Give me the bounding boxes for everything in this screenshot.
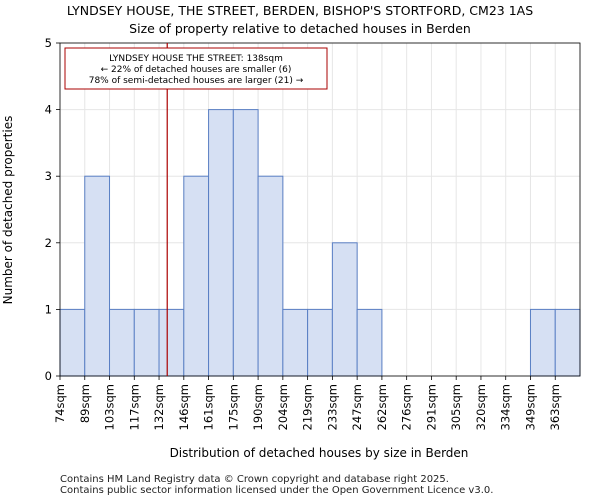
x-tick-label: 204sqm <box>276 384 290 430</box>
chart-title: LYNDSEY HOUSE, THE STREET, BERDEN, BISHO… <box>67 3 533 18</box>
y-tick-label: 3 <box>45 169 52 183</box>
bar-103sqm <box>109 308 135 377</box>
bar-89sqm <box>84 175 111 377</box>
y-tick-label: 2 <box>45 236 52 250</box>
bar-190sqm <box>257 175 284 377</box>
y-tick-label: 4 <box>45 103 52 117</box>
annotation-line-1: LYNDSEY HOUSE THE STREET: 138sqm <box>109 54 283 64</box>
x-tick-label: 117sqm <box>127 384 141 430</box>
y-tick-label: 5 <box>45 36 52 50</box>
x-tick-label: 132sqm <box>152 384 166 430</box>
y-axis-label: Number of detached properties <box>1 116 15 305</box>
annotation-box <box>64 47 328 90</box>
x-tick-label: 276sqm <box>400 384 414 430</box>
bar-146sqm <box>183 175 210 377</box>
x-tick-label: 74sqm <box>53 384 67 423</box>
bar-349sqm <box>529 308 556 377</box>
x-tick-label: 305sqm <box>449 384 463 430</box>
bar-363sqm <box>554 308 581 377</box>
x-tick-label: 349sqm <box>523 384 537 430</box>
annotation-line-2: ← 22% of detached houses are smaller (6) <box>101 65 292 75</box>
x-tick-label: 219sqm <box>301 384 315 430</box>
x-tick-label: 146sqm <box>177 384 191 430</box>
x-tick-label: 334sqm <box>499 384 513 430</box>
footer-line-1: Contains HM Land Registry data © Crown c… <box>60 474 449 485</box>
bar-74sqm <box>59 308 86 377</box>
plot-frame <box>59 42 581 377</box>
x-tick-label: 363sqm <box>548 384 562 430</box>
bar-117sqm <box>133 308 160 377</box>
x-tick-label: 161sqm <box>202 384 216 430</box>
bar-233sqm <box>331 242 358 377</box>
bar-219sqm <box>307 308 333 377</box>
x-tick-label: 262sqm <box>375 384 389 430</box>
x-tick-label: 320sqm <box>474 384 488 430</box>
bar-204sqm <box>282 308 309 377</box>
bars <box>59 109 581 377</box>
y-tick-label: 0 <box>45 369 52 383</box>
x-tick-label: 247sqm <box>350 384 364 430</box>
x-tick-label: 233sqm <box>325 384 339 430</box>
x-tick-label: 103sqm <box>103 384 117 430</box>
chart-subtitle: Size of property relative to detached ho… <box>129 21 471 36</box>
bar-247sqm <box>356 308 383 377</box>
x-tick-label: 175sqm <box>226 384 240 430</box>
y-tick-label: 1 <box>45 302 52 316</box>
x-axis-ticks: 74sqm 89sqm 103sqm 117sqm 132sqm 146sqm 161sqm… <box>53 376 562 430</box>
x-tick-label: 291sqm <box>424 384 438 430</box>
y-axis-ticks: 0 1 2 3 4 5 <box>45 36 60 383</box>
annotation-line-3: 78% of semi-detached houses are larger (… <box>89 76 304 86</box>
footer-line-2: Contains public sector information licen… <box>60 485 494 496</box>
bar-175sqm <box>232 109 259 377</box>
x-axis-label: Distribution of detached houses by size … <box>170 446 469 460</box>
bar-161sqm <box>208 109 234 377</box>
x-tick-label: 89sqm <box>78 384 92 423</box>
x-tick-label: 190sqm <box>251 384 265 430</box>
bar-132sqm <box>158 308 185 377</box>
